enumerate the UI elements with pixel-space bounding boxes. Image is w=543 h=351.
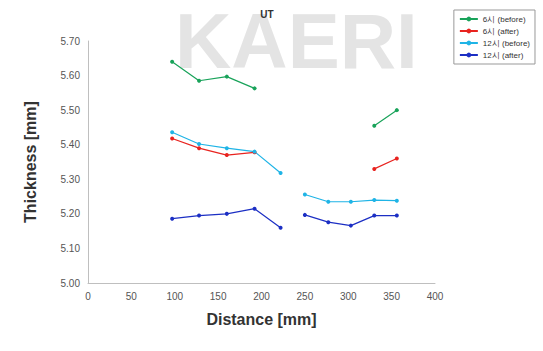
svg-text:6시 (after): 6시 (after) — [483, 27, 519, 36]
svg-text:5.10: 5.10 — [61, 243, 81, 254]
svg-text:50: 50 — [126, 291, 138, 302]
svg-text:5.30: 5.30 — [61, 174, 81, 185]
svg-text:12시 (before): 12시 (before) — [483, 39, 530, 48]
svg-text:5.00: 5.00 — [61, 278, 81, 289]
svg-text:KAERI: KAERI — [175, 0, 418, 85]
svg-text:350: 350 — [383, 291, 400, 302]
svg-text:5.50: 5.50 — [61, 105, 81, 116]
svg-text:12시 (after): 12시 (after) — [483, 51, 524, 60]
svg-text:0: 0 — [85, 291, 91, 302]
svg-text:5.60: 5.60 — [61, 70, 81, 81]
svg-text:100: 100 — [166, 291, 183, 302]
svg-text:150: 150 — [210, 291, 227, 302]
svg-text:200: 200 — [253, 291, 270, 302]
svg-text:6시 (before): 6시 (before) — [483, 15, 526, 24]
svg-text:5.70: 5.70 — [61, 36, 81, 47]
svg-text:5.20: 5.20 — [61, 208, 81, 219]
svg-text:UT: UT — [260, 9, 273, 20]
svg-text:300: 300 — [340, 291, 357, 302]
svg-text:Distance [mm]: Distance [mm] — [206, 311, 316, 328]
svg-text:5.40: 5.40 — [61, 139, 81, 150]
svg-text:Thickness [mm]: Thickness [mm] — [22, 101, 39, 223]
svg-text:250: 250 — [297, 291, 314, 302]
svg-text:400: 400 — [427, 291, 444, 302]
